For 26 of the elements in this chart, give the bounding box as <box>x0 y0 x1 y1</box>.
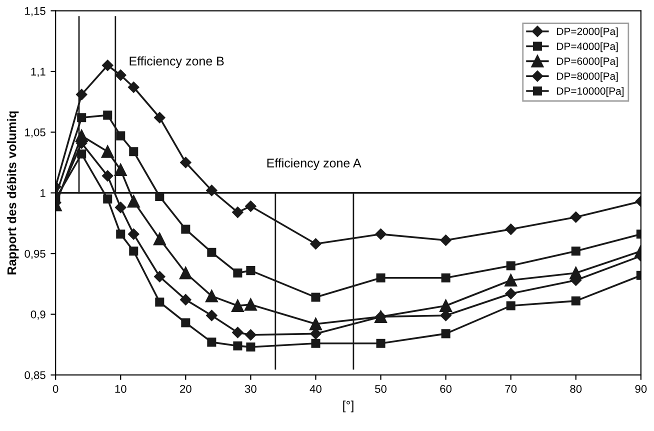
legend-label: DP=4000[Pa] <box>557 42 618 52</box>
y-tick-label: 1,05 <box>25 128 46 138</box>
x-tick-label: 40 <box>310 384 322 393</box>
y-tick-label: 1,15 <box>25 7 46 16</box>
x-tick-label: 20 <box>180 384 192 393</box>
x-tick-label: 50 <box>375 384 387 393</box>
x-tick-label: 70 <box>505 384 517 393</box>
y-tick-label: 1,1 <box>31 68 46 77</box>
y-axis-title: Rapport des débits volumiq <box>6 111 19 274</box>
y-tick-label: 0,95 <box>24 250 46 260</box>
y-tick-label: 0,85 <box>24 371 46 380</box>
x-tick-label: 80 <box>570 384 582 393</box>
y-tick-label: 1 <box>40 189 46 197</box>
x-tick-label: 60 <box>440 384 452 393</box>
legend-label: DP=10000[Pa] <box>557 87 624 97</box>
annotation: Efficiency zone B <box>130 56 224 68</box>
legend-label: DP=2000[Pa] <box>557 27 618 38</box>
x-axis-title: [°] <box>343 400 354 412</box>
legend-label: DP=6000[Pa] <box>557 57 618 67</box>
y-tick-label: 0,9 <box>30 310 46 320</box>
legend-label: DP=8000[Pa] <box>557 72 618 82</box>
annotation: Efficiency zone A <box>267 158 362 170</box>
x-tick-label: 90 <box>635 384 647 393</box>
x-tick-label: 0 <box>52 384 58 393</box>
x-tick-label: 10 <box>115 384 126 393</box>
x-tick-label: 30 <box>244 384 256 393</box>
